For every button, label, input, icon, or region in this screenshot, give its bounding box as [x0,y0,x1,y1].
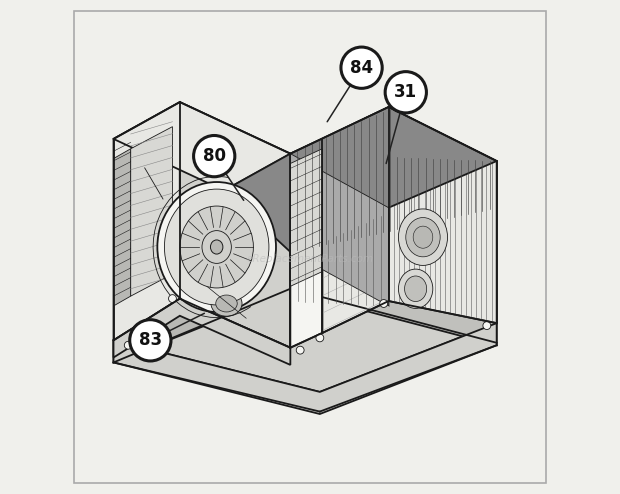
Polygon shape [113,269,290,363]
Text: 84: 84 [350,59,373,77]
Circle shape [125,341,132,349]
Polygon shape [113,149,131,306]
Ellipse shape [405,276,427,301]
Ellipse shape [399,269,433,308]
Ellipse shape [180,206,254,288]
Circle shape [385,72,427,113]
Text: 31: 31 [394,83,417,101]
Polygon shape [180,102,290,348]
Text: 80: 80 [203,147,226,165]
Ellipse shape [210,240,223,254]
Ellipse shape [211,291,242,316]
Circle shape [380,299,388,307]
Circle shape [130,320,171,361]
Polygon shape [290,139,322,348]
Ellipse shape [413,226,433,248]
Ellipse shape [164,189,269,305]
Ellipse shape [399,209,448,265]
Circle shape [296,346,304,354]
Polygon shape [322,107,389,333]
Ellipse shape [216,295,237,312]
Text: 83: 83 [139,331,162,349]
Polygon shape [290,149,322,287]
Ellipse shape [157,182,276,312]
Polygon shape [113,102,290,191]
Circle shape [169,294,176,302]
Ellipse shape [405,217,440,257]
Circle shape [483,322,491,329]
Text: eReplacementParts.com: eReplacementParts.com [246,254,374,264]
Circle shape [316,334,324,342]
Polygon shape [290,154,389,306]
Polygon shape [113,298,290,365]
Polygon shape [224,107,497,252]
Polygon shape [290,269,497,345]
Polygon shape [113,323,497,414]
Circle shape [193,135,235,177]
Polygon shape [113,102,180,340]
Polygon shape [389,107,497,323]
Ellipse shape [202,231,231,263]
Polygon shape [131,126,172,296]
Circle shape [341,47,382,88]
Polygon shape [113,269,497,392]
